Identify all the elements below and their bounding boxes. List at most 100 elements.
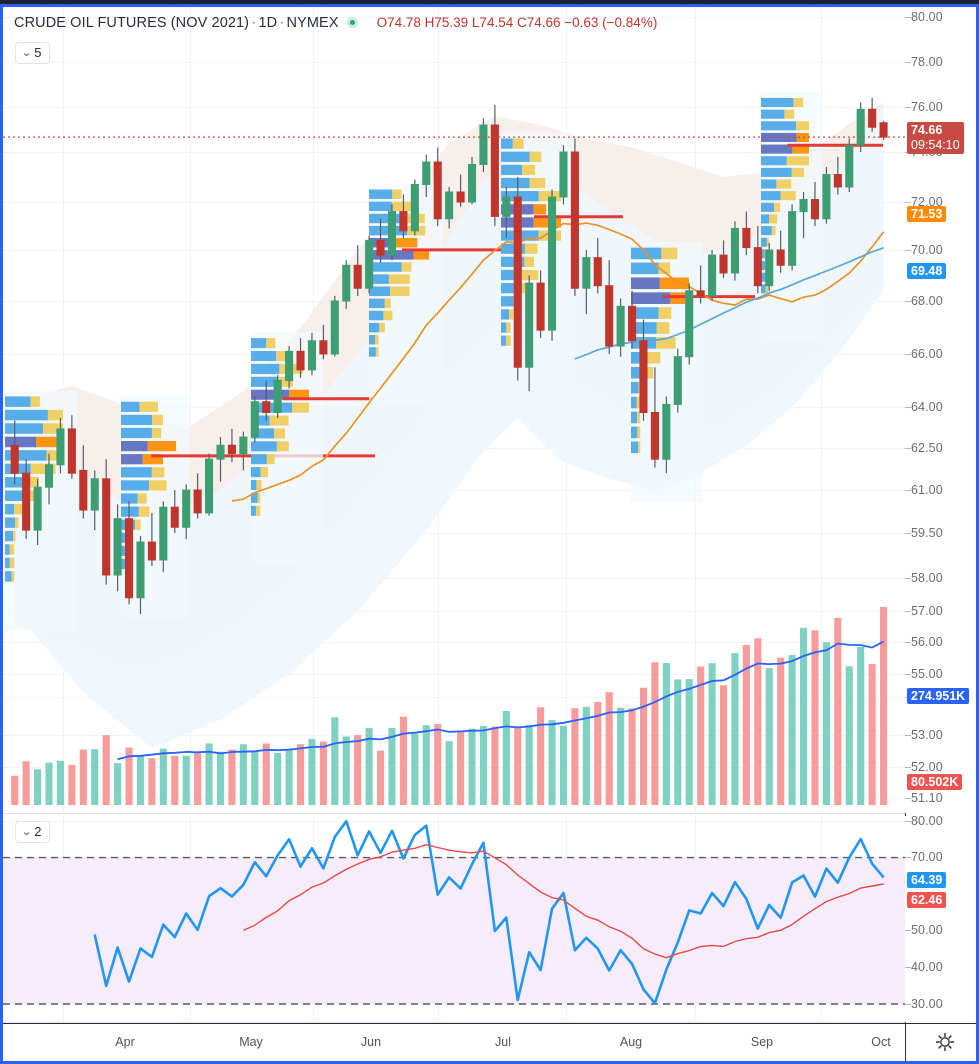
pane-separator-2[interactable] [3, 1022, 905, 1023]
profile-sell-bar [522, 164, 536, 176]
profile-buy-bar [369, 286, 391, 296]
profile-sell-bar [14, 503, 24, 515]
profile-sell-bar [796, 121, 809, 131]
profile-buy-bar [631, 262, 659, 275]
chart-canvas[interactable]: ⌄ 2 CRUDE OIL FUTURES (NOV 2021) · 1D · NYMEX… [3, 7, 976, 1061]
scale-tick-mark [905, 857, 911, 858]
scale-tick-mark [905, 767, 911, 768]
scale-tick-mark [905, 967, 911, 968]
scale-tick: 78.00 [911, 55, 943, 69]
candle-body [182, 489, 191, 528]
volume-bar [342, 736, 350, 805]
candle-body [250, 401, 259, 438]
profile-sell-bar [266, 454, 275, 465]
profile-buy-bar [369, 189, 393, 199]
volume-bar [34, 769, 42, 805]
volume-bar [514, 726, 522, 805]
candle-body [445, 191, 454, 220]
last-price-tag[interactable]: 74.66 09:54:10 [907, 122, 964, 154]
profile-buy-bar [501, 151, 530, 162]
price-chart-svg[interactable] [3, 7, 905, 813]
scale-tick-mark [905, 735, 911, 736]
ma-fast-line [231, 222, 885, 502]
profile-sell-bar [383, 310, 393, 321]
profile-sell-bar [266, 338, 276, 349]
profile-buy-bar [761, 167, 792, 177]
volume-bar [411, 733, 419, 805]
ma-orange-tag[interactable]: 71.53 [907, 206, 947, 222]
chevron-down-icon: ⌄ [20, 826, 33, 838]
volume-bar [251, 752, 259, 805]
oscillator-collapse-chip[interactable]: ⌄ 2 [15, 821, 51, 843]
candle-body [205, 458, 214, 514]
candle-body [673, 356, 682, 405]
profile-buy-bar [501, 283, 518, 294]
oscillator-pane[interactable]: ⌄ 2 [3, 816, 905, 1022]
profile-sell-bar [392, 189, 402, 199]
candle-body [696, 290, 705, 297]
pane-separator-1[interactable] [3, 813, 905, 814]
candle-body [776, 249, 785, 266]
profile-sell-bar [30, 463, 56, 475]
volume-bar [628, 708, 636, 805]
candle-body [513, 196, 522, 368]
profile-buy-bar [5, 557, 10, 569]
profile-buy-bar [761, 202, 775, 212]
legend-symbol[interactable]: CRUDE OIL FUTURES (NOV 2021) [14, 15, 250, 31]
candle-body [822, 174, 831, 220]
profile-buy-bar [5, 490, 30, 501]
profile-sell-bar [139, 401, 158, 412]
volume-bar [296, 744, 305, 805]
candle-body [456, 191, 465, 203]
oscillator-scale[interactable]: 80.00 70.00 50.00 40.00 30.00 64.39 62.46 [905, 814, 976, 1022]
candle-body [296, 350, 305, 371]
price-pane[interactable] [3, 7, 905, 813]
legend-interval[interactable]: 1D [258, 15, 278, 31]
candle-body [67, 428, 76, 474]
profile-sell-bar [765, 284, 769, 294]
volume-last-tag[interactable]: 80.502K [907, 774, 963, 790]
scale-tick-mark [905, 354, 911, 355]
candle-body [708, 254, 717, 297]
volume-bar [639, 687, 648, 805]
scale-tick: 50.00 [911, 923, 943, 937]
profile-buy-bar [251, 441, 277, 452]
profile-buy-bar [251, 492, 258, 503]
profile-sell-bar [637, 426, 641, 439]
profile-buy-bar [631, 307, 659, 319]
candle-body [685, 290, 694, 358]
volume-bar [594, 701, 602, 805]
time-scale[interactable]: Apr May Jun Jul Aug Sep Oct [3, 1023, 976, 1061]
profile-buy-bar [121, 558, 127, 570]
profile-buy-bar [251, 376, 278, 387]
osc-line-tag[interactable]: 64.39 [907, 872, 947, 888]
scale-tick: 51.10 [911, 791, 943, 805]
candle-body [342, 264, 351, 302]
profile-sell-bar [257, 492, 261, 503]
price-scale[interactable]: 80.0078.0076.0074.0072.0070.0068.0066.00… [905, 7, 976, 813]
volume-bar [777, 657, 785, 805]
osc-ma-tag[interactable]: 62.46 [907, 892, 947, 908]
price-pane-collapse-chip[interactable]: ⌄ 5 [15, 42, 51, 64]
gear-icon[interactable] [935, 1032, 955, 1052]
profile-buy-bar [121, 532, 126, 543]
oscillator-svg[interactable] [3, 816, 905, 1022]
candle-body [570, 151, 579, 289]
volume-bar [365, 728, 373, 805]
profile-sell-bar [9, 557, 15, 569]
profile-buy-bar [761, 144, 793, 154]
profile-buy-bar [501, 269, 520, 281]
candle-body [742, 227, 751, 249]
profile-sell-bar [638, 441, 641, 454]
candle-body [79, 469, 88, 511]
ma-blue-tag[interactable]: 69.48 [907, 263, 947, 279]
volume-bar [617, 707, 625, 805]
profile-buy-bar [251, 389, 290, 400]
volume-ma-tag[interactable]: 274.951K [907, 688, 970, 704]
tag-price: 74.66 [911, 123, 943, 137]
profile-sell-bar [9, 544, 15, 555]
volume-bar [159, 748, 167, 805]
profile-sell-bar [796, 132, 809, 143]
profile-sell-bar [149, 480, 167, 491]
candle-body [845, 144, 854, 188]
